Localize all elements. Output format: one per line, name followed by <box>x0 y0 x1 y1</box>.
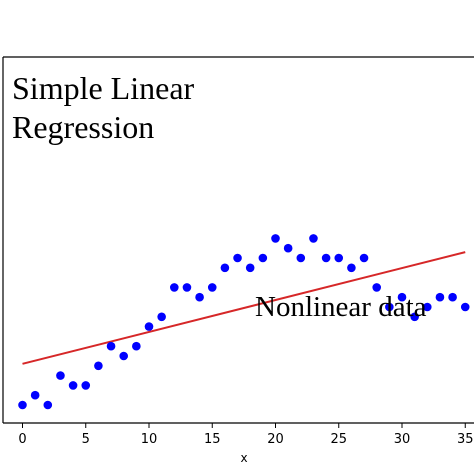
data-point <box>410 312 419 322</box>
x-tick-label: 30 <box>394 432 411 447</box>
axes <box>2 56 474 424</box>
x-tick-label: 15 <box>204 432 221 447</box>
data-point <box>296 253 306 263</box>
annotation-nonlinear-data: Nonlinear data <box>255 291 427 323</box>
data-point <box>283 243 293 253</box>
x-tick-label: 20 <box>267 432 284 447</box>
data-point <box>321 253 331 263</box>
x-tick-label: 0 <box>18 432 26 447</box>
data-point <box>233 253 242 263</box>
data-point <box>220 263 230 273</box>
data-point <box>359 253 369 263</box>
data-point <box>119 351 128 361</box>
data-point <box>435 292 445 302</box>
data-point <box>132 341 141 351</box>
data-points <box>18 234 470 410</box>
data-point <box>18 400 27 410</box>
data-point <box>207 283 217 292</box>
data-point <box>271 234 280 243</box>
data-point <box>68 381 78 390</box>
data-point <box>423 302 432 312</box>
data-point <box>397 292 407 302</box>
data-point <box>43 400 53 410</box>
x-tick-label: 5 <box>82 432 90 447</box>
data-point <box>347 263 356 273</box>
data-point <box>94 361 103 371</box>
data-point <box>30 390 40 400</box>
data-point <box>144 322 154 331</box>
data-point <box>81 381 91 390</box>
x-tick-label: 25 <box>330 432 347 447</box>
data-point <box>170 283 179 292</box>
data-point <box>372 283 382 292</box>
data-point <box>385 302 394 312</box>
x-tick-label: 35 <box>457 432 474 447</box>
data-point <box>309 234 318 243</box>
x-ticks: 0 5 10 15 20 25 30 35 <box>18 423 474 447</box>
data-point <box>334 253 344 263</box>
regression-line <box>22 251 466 365</box>
x-axis-label: x <box>240 451 247 465</box>
data-point <box>448 292 457 302</box>
data-point <box>245 263 255 273</box>
annotation-title-line2: Regression <box>12 109 154 145</box>
regression-line-layer <box>22 251 466 365</box>
data-point <box>106 341 116 351</box>
data-point <box>182 283 192 292</box>
data-point <box>195 292 204 302</box>
plot-area <box>0 57 474 423</box>
x-tick-label: 10 <box>141 432 158 447</box>
data-point <box>56 371 65 380</box>
data-point <box>157 312 166 322</box>
data-point <box>460 302 470 312</box>
annotation-title-line1: Simple Linear <box>12 70 195 106</box>
data-point <box>258 253 268 263</box>
